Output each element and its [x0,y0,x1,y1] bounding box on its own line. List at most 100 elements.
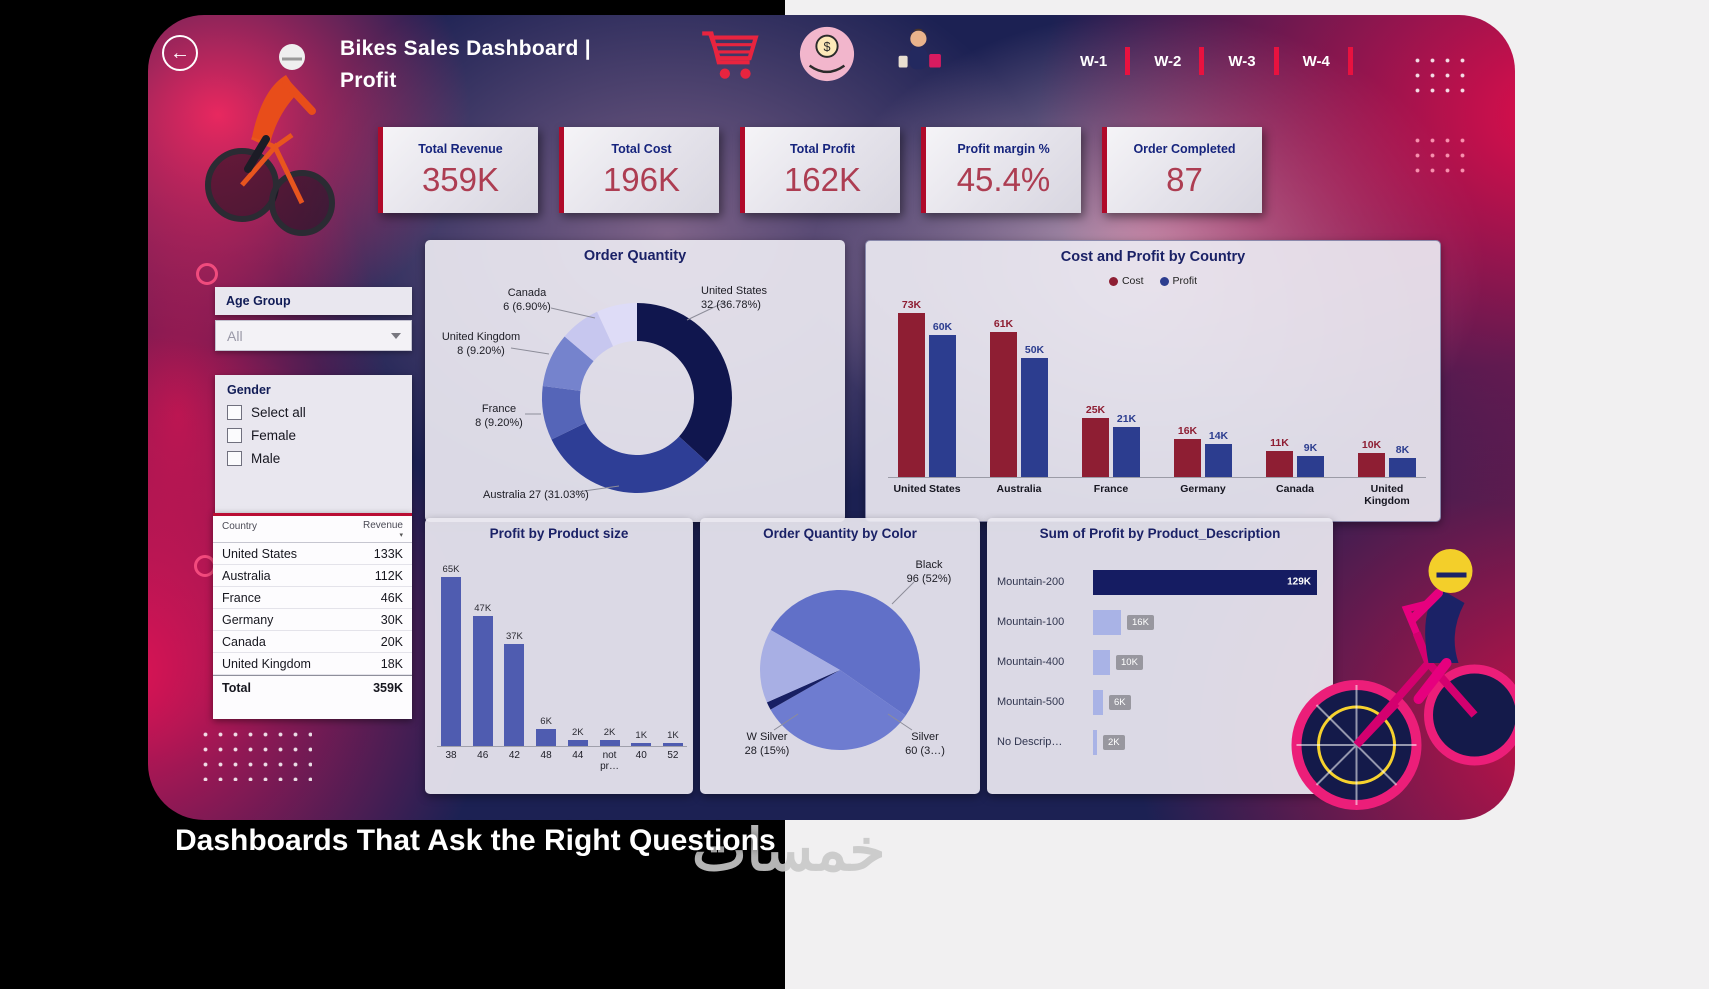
order-quantity-by-color-chart: Order Quantity by Color Black 96 (52%) Si… [700,518,980,794]
bar-cost[interactable] [1358,453,1385,477]
slice-united-kingdom[interactable] [542,336,594,391]
week-tab-w-2[interactable]: W-2 [1154,47,1205,75]
gender-option-select-all[interactable]: Select all [227,405,412,420]
cost-profit-chart: Cost and Profit by Country Cost Profit 7… [865,240,1441,522]
gender-filter: Gender Select all Female Male [215,375,412,513]
x-axis-label: Germany [1180,483,1226,495]
age-group-dropdown[interactable]: All [215,320,412,351]
bar[interactable] [631,743,652,746]
hbar[interactable] [1093,609,1121,635]
bar-profit[interactable] [1297,456,1324,477]
week-tab-label: W-1 [1080,52,1108,70]
week-tab-w-4[interactable]: W-4 [1303,47,1353,75]
week-tab-label: W-4 [1302,52,1330,70]
chevron-down-icon [391,332,401,339]
x-axis-label: not pr… [600,750,619,772]
checkbox-icon[interactable] [227,451,242,466]
checkbox-label: Select all [251,405,306,420]
bar-value-label: 16K [1177,425,1198,437]
legend-dot-profit [1159,276,1169,286]
dashboard-canvas: ← Bikes Sales Dashboard | Profit [148,15,1515,820]
table-row[interactable]: Germany 30K [213,609,412,631]
slice-united-states[interactable] [637,303,732,463]
table-cell-revenue: 133K [373,547,403,561]
slice-australia[interactable] [551,422,708,493]
legend-item-cost[interactable]: Cost [1108,275,1144,287]
bar[interactable] [536,729,557,746]
sort-icon: ▾ [399,532,403,539]
bar[interactable] [599,740,620,746]
hbar[interactable]: 129K [1093,569,1317,595]
bar-group-canada: 11K 9K Canada [1258,299,1332,507]
bar-cost[interactable] [1174,439,1201,477]
bar-value-label: 9K [1303,442,1318,454]
bar-profit[interactable] [929,335,956,477]
grouped-bar-plot: 73K 60K United States 61K 50K Australia 25K 21K… [890,299,1424,507]
data-label: Silver 60 (3…) [905,731,945,758]
bar-column: 6K 48 [532,564,560,772]
bar-value-label: 2K [572,727,584,738]
table-row[interactable]: France 46K [213,587,412,609]
back-button[interactable]: ← [162,35,198,71]
bar-column: 65K 38 [437,564,465,772]
bar-value-label: 16K [1127,614,1154,630]
slice-black[interactable] [770,590,920,716]
bar[interactable] [567,740,588,746]
slice-silver[interactable] [770,670,906,750]
bar-column: 1K 52 [659,564,687,772]
bar-group-australia: 61K 50K Australia [982,299,1056,507]
data-label: United States 32 (36.78%) [701,285,768,312]
slice-w-silver[interactable] [760,630,840,703]
watermark: خمسات [692,818,886,883]
column-header-country[interactable]: Country [222,521,258,532]
slice-other[interactable] [766,670,840,710]
hbar[interactable] [1093,689,1103,715]
hbar[interactable] [1093,649,1110,675]
table-row[interactable]: United Kingdom 18K [213,653,412,675]
bar-column: 47K 46 [469,564,497,772]
dot-grid-decoration [1410,53,1474,101]
table-row[interactable]: Australia 112K [213,565,412,587]
week-tab-w-3[interactable]: W-3 [1228,47,1279,75]
hbar-row: Mountain-100 16K [997,602,1325,642]
slice-other[interactable] [597,303,637,347]
table-row[interactable]: Canada 20K [213,631,412,653]
gender-option-male[interactable]: Male [227,451,412,466]
bar[interactable] [662,743,683,746]
slice-canada[interactable] [564,311,614,362]
week-tab-w-1[interactable]: W-1 [1080,47,1131,75]
hbar-row: Mountain-500 6K [997,682,1325,722]
bar[interactable] [504,644,525,746]
checkbox-label: Female [251,428,297,443]
bar-profit[interactable] [1113,427,1140,477]
kpi-card-total-profit: Total Profit 162K [740,127,900,213]
bar[interactable] [441,577,461,746]
bar-cost[interactable] [1082,418,1109,477]
checkbox-icon[interactable] [227,405,242,420]
hbar[interactable] [1093,729,1097,755]
table-cell-revenue: 18K [380,657,403,671]
kpi-label: Order Completed [1133,141,1236,156]
bar-value-label: 21K [1116,413,1137,425]
table-row[interactable]: United States 133K [213,543,412,565]
bar-value-label: 10K [1361,439,1382,451]
column-header-revenue[interactable]: Revenue ▾ [362,520,403,540]
checkbox-icon[interactable] [227,428,242,443]
bmx-rider-illustration [1291,549,1515,810]
gender-option-female[interactable]: Female [227,428,412,443]
bar-cost[interactable] [898,313,925,477]
hbar-row: Mountain-400 10K [997,642,1325,682]
slice-france[interactable] [542,386,586,440]
legend-item-profit[interactable]: Profit [1159,275,1197,287]
chart-title: Order Quantity [583,248,687,264]
x-axis-label: 52 [667,750,679,761]
bar-value-label: 2K [1103,734,1125,750]
bar-cost[interactable] [990,332,1017,477]
bar[interactable] [472,616,493,746]
bar-profit[interactable] [1205,444,1232,477]
bar-profit[interactable] [1389,458,1416,477]
bar-cost[interactable] [1266,451,1293,477]
svg-text:$: $ [824,40,831,54]
bar-profit[interactable] [1021,358,1048,477]
circle-decoration [196,263,218,285]
